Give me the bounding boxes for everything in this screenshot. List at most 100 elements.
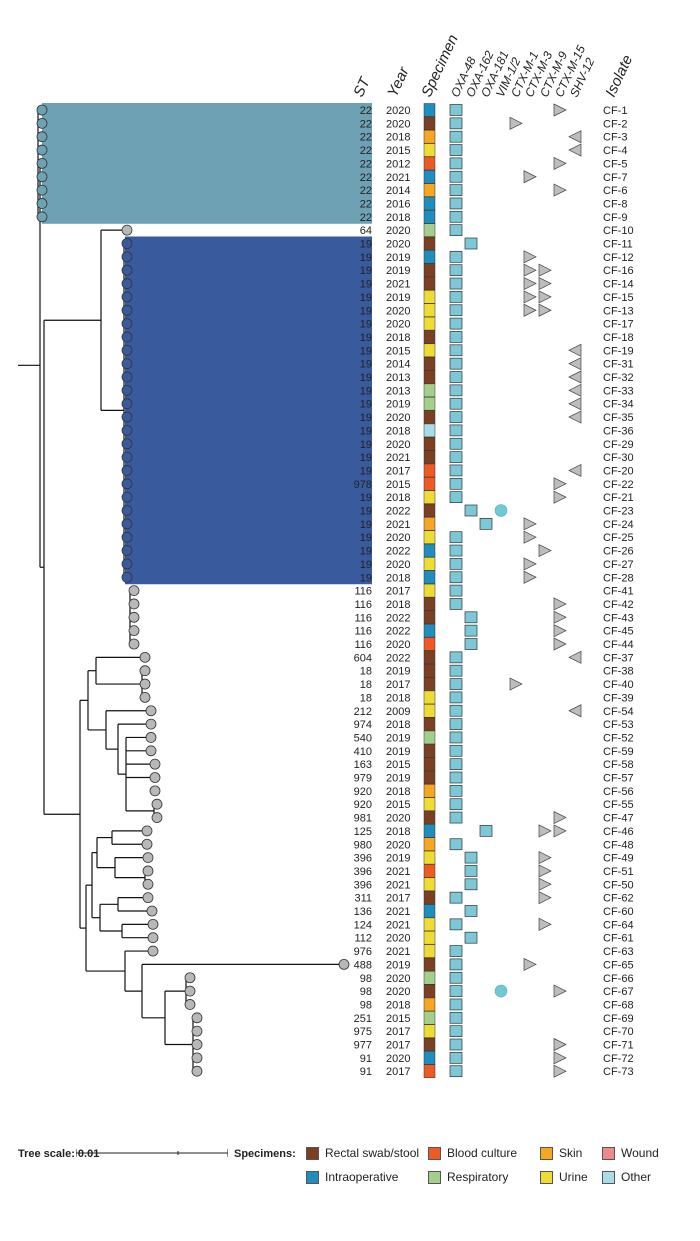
isolate-label: CF-23 [603, 506, 634, 518]
isolate-label: CF-16 [603, 265, 634, 277]
tip-node [184, 985, 196, 997]
specimen-cell [423, 717, 436, 731]
gene-box [449, 918, 463, 931]
year-label: 2018 [386, 719, 410, 731]
st-label: 19 [360, 439, 372, 451]
isolate-label: CF-6 [603, 185, 627, 197]
year-label: 2017 [386, 1026, 410, 1038]
gene-triangle-right [538, 290, 552, 304]
gene-box [449, 251, 463, 263]
tip-node [147, 918, 159, 930]
gene-triangle-left [568, 704, 582, 718]
tip-node [121, 264, 133, 276]
gene-box [449, 184, 463, 196]
gene-box [464, 865, 478, 877]
specimen-cell [423, 864, 436, 878]
gene-triangle-right [523, 276, 537, 291]
st-label: 396 [354, 853, 372, 865]
gene-box [479, 517, 493, 530]
isolate-label: CF-49 [603, 853, 634, 865]
tip-node [142, 878, 154, 890]
tip-node [121, 438, 133, 450]
st-label: 410 [354, 746, 372, 758]
gene-box [449, 197, 463, 210]
isolate-label: CF-35 [603, 412, 634, 424]
specimen-cell [423, 437, 436, 451]
specimen-cell [423, 103, 436, 117]
tip-node [128, 585, 140, 596]
gene-circle [494, 984, 508, 998]
specimen-cell [423, 290, 436, 304]
gene-box [449, 998, 463, 1011]
specimen-cell [423, 957, 436, 972]
year-label: 2019 [386, 399, 410, 411]
year-label: 2020 [386, 105, 410, 117]
gene-box [449, 891, 463, 904]
specimen-cell [423, 423, 436, 438]
year-label: 2017 [386, 1040, 410, 1052]
year-label: 2019 [386, 959, 410, 971]
specimen-cell [423, 944, 436, 958]
isolate-label: CF-71 [603, 1040, 634, 1052]
year-label: 2018 [386, 599, 410, 611]
legend-item-urine: Urine [540, 1170, 588, 1184]
gene-box [449, 130, 463, 143]
specimen-cell [423, 557, 436, 571]
specimen-cell [423, 263, 436, 277]
year-label: 2019 [386, 292, 410, 304]
gene-box [449, 224, 463, 236]
year-label: 2021 [386, 452, 410, 464]
year-label: 2019 [386, 732, 410, 744]
specimen-cell [423, 183, 436, 197]
isolate-label: CF-5 [603, 158, 627, 170]
st-label: 19 [360, 279, 372, 291]
st-label: 19 [360, 492, 372, 504]
st-label: 98 [360, 986, 372, 998]
tip-node [141, 838, 153, 850]
gene-triangle-right [553, 624, 567, 638]
gene-box [449, 704, 463, 717]
st-label: 22 [360, 118, 372, 130]
isolate-label: CF-10 [603, 225, 634, 237]
st-label: 976 [354, 946, 372, 958]
st-label: 22 [360, 198, 372, 210]
gene-box [449, 718, 463, 730]
year-label: 2020 [386, 813, 410, 825]
isolate-label: CF-25 [603, 532, 634, 544]
gene-triangle-right [553, 610, 567, 624]
specimen-cell [423, 463, 436, 478]
tip-node [121, 518, 133, 530]
st-label: 22 [360, 145, 372, 157]
specimen-cell [423, 637, 436, 651]
year-label: 2019 [386, 773, 410, 785]
tip-node [121, 278, 133, 289]
isolate-label: CF-64 [603, 919, 634, 931]
gene-triangle-right [553, 984, 567, 998]
year-label: 2015 [386, 1013, 410, 1025]
year-label: 2018 [386, 492, 410, 504]
gene-box [449, 758, 463, 771]
year-label: 2015 [386, 759, 410, 771]
isolate-label: CF-55 [603, 799, 634, 811]
tip-node [191, 1012, 203, 1024]
isolate-label: CF-54 [603, 706, 634, 718]
gene-triangle-left [568, 343, 582, 357]
st-label: 19 [360, 532, 372, 544]
st-label: 22 [360, 172, 372, 184]
specimen-cell [423, 704, 436, 718]
specimen-cell [423, 170, 436, 184]
gene-box [449, 1065, 463, 1078]
tip-node [36, 211, 48, 223]
isolate-label: CF-46 [603, 826, 634, 838]
st-label: 981 [354, 813, 372, 825]
st-label: 18 [360, 692, 372, 704]
gene-box [449, 117, 463, 130]
year-label: 2018 [386, 332, 410, 344]
tip-node [121, 424, 133, 436]
gene-box [449, 651, 463, 664]
gene-triangle-left [568, 650, 582, 664]
tip-node [121, 304, 133, 316]
gene-box [449, 264, 463, 277]
specimen-cell [423, 770, 436, 785]
isolate-label: CF-14 [603, 279, 634, 291]
